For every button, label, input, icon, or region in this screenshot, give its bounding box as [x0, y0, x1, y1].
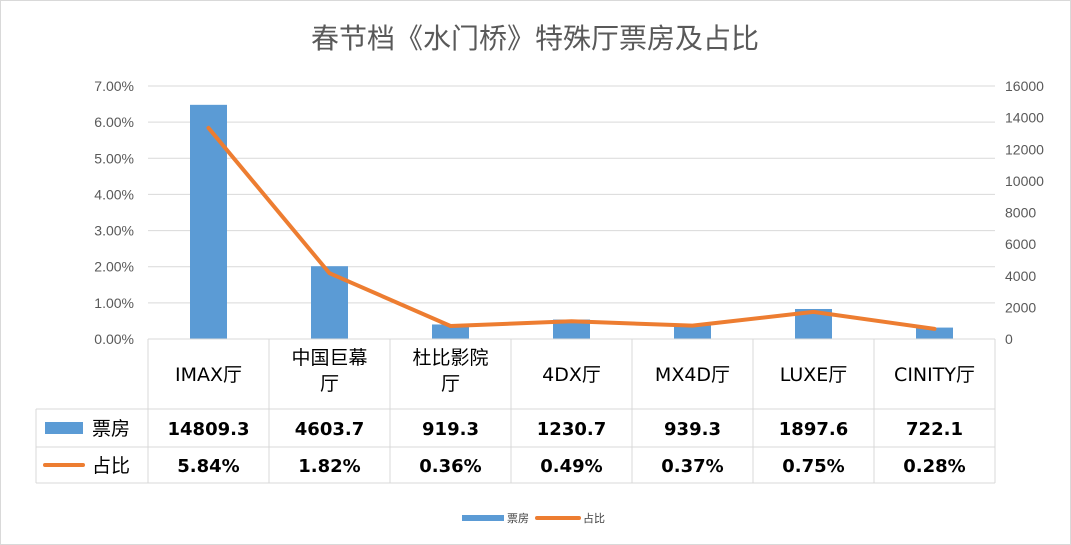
data-label: 0.36% — [419, 456, 481, 477]
gridlines — [148, 85, 995, 304]
y-right-tick-label: 4000 — [1005, 268, 1036, 284]
y-right-tick-label: 12000 — [1005, 141, 1044, 157]
y-right-tick-label: 8000 — [1005, 205, 1036, 221]
y-left-tick-label: 6.00% — [94, 114, 134, 130]
data-label: 0.75% — [782, 456, 844, 477]
y-right-tick-label: 0 — [1005, 331, 1013, 347]
y-left-tick-label: 0.00% — [94, 331, 134, 347]
y-right-tick-label: 16000 — [1005, 78, 1044, 94]
x-tick-label: LUXE厅 — [780, 364, 848, 386]
x-tick-label: 中国巨幕厅 — [291, 347, 367, 395]
x-tick-label: 杜比影院厅 — [412, 347, 488, 395]
bar — [674, 324, 711, 339]
bar — [916, 327, 953, 339]
y-right-tick-label: 10000 — [1005, 173, 1044, 189]
data-label: 919.3 — [422, 419, 479, 440]
table-row-label: 票房 — [92, 418, 130, 440]
data-label: 722.1 — [906, 419, 963, 440]
data-label: 1.82% — [298, 456, 360, 477]
data-label: 0.49% — [540, 456, 602, 477]
y-right-tick-label: 2000 — [1005, 299, 1036, 315]
y-left-tick-label: 1.00% — [94, 295, 134, 311]
data-label: 1230.7 — [537, 419, 606, 440]
y-right-tick-label: 14000 — [1005, 110, 1044, 126]
x-tick-label: MX4D厅 — [655, 364, 730, 386]
legend-label: 票房 — [507, 512, 529, 525]
y-left-tick-label: 2.00% — [94, 259, 134, 275]
legend-key-bar — [462, 515, 504, 521]
bar — [190, 104, 227, 339]
table-legend-key-bar — [45, 422, 83, 434]
legend-label: 占比 — [583, 511, 605, 525]
y-left-tick-label: 3.00% — [94, 223, 134, 239]
bar — [553, 319, 590, 339]
table-row-label: 占比 — [92, 455, 130, 477]
data-label: 1897.6 — [779, 419, 848, 440]
y-left-tick-label: 5.00% — [94, 150, 134, 166]
bar — [432, 324, 469, 339]
y-axis-right: 0 2000 4000 6000 8000 10000 12000 14000 16000 — [1005, 78, 1044, 347]
data-label: 939.3 — [664, 419, 721, 440]
x-tick-label: IMAX厅 — [175, 364, 242, 386]
line-series — [206, 125, 937, 331]
data-label: 14809.3 — [168, 419, 250, 440]
legend: 票房 占比 — [462, 511, 605, 525]
x-tick-label: 4DX厅 — [542, 364, 601, 386]
data-label: 5.84% — [177, 456, 239, 477]
y-left-tick-label: 7.00% — [94, 78, 134, 94]
y-axis-left: 0.00% 1.00% 2.00% 3.00% 4.00% 5.00% 6.00% 7.00% — [94, 78, 134, 347]
chart-title: 春节档《水门桥》特殊厅票房及占比 — [311, 22, 759, 55]
data-label: 4603.7 — [295, 419, 364, 440]
x-tick-label: CINITY厅 — [894, 364, 975, 386]
data-label: 0.37% — [661, 456, 723, 477]
y-left-tick-label: 4.00% — [94, 186, 134, 202]
y-right-tick-label: 6000 — [1005, 236, 1036, 252]
data-label: 0.28% — [903, 456, 965, 477]
